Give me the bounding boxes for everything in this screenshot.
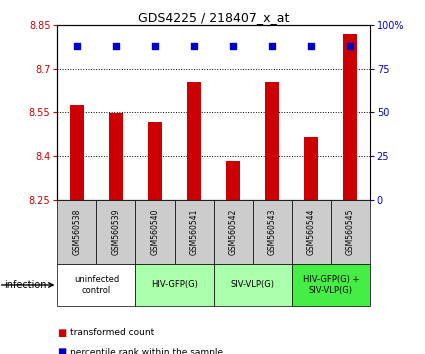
- Bar: [292, 200, 331, 264]
- Text: GSM560544: GSM560544: [307, 209, 316, 255]
- Bar: [57, 264, 136, 306]
- Text: ■: ■: [57, 328, 67, 338]
- Text: GSM560545: GSM560545: [346, 209, 355, 255]
- Title: GDS4225 / 218407_x_at: GDS4225 / 218407_x_at: [138, 11, 289, 24]
- Text: percentile rank within the sample: percentile rank within the sample: [70, 348, 223, 354]
- Text: GSM560539: GSM560539: [111, 209, 120, 255]
- Point: [308, 43, 314, 48]
- Point: [152, 43, 159, 48]
- Bar: [175, 200, 213, 264]
- Text: HIV-GFP(G): HIV-GFP(G): [151, 280, 198, 290]
- Text: GSM560543: GSM560543: [268, 209, 277, 255]
- Point: [347, 43, 354, 48]
- Bar: [136, 264, 213, 306]
- Bar: [265, 82, 279, 200]
- Text: uninfected
control: uninfected control: [74, 275, 119, 295]
- Bar: [109, 113, 123, 200]
- Bar: [304, 137, 318, 200]
- Text: transformed count: transformed count: [70, 328, 154, 337]
- Point: [269, 43, 275, 48]
- Point: [191, 43, 198, 48]
- Bar: [252, 200, 292, 264]
- Bar: [226, 161, 240, 200]
- Text: GSM560541: GSM560541: [190, 209, 198, 255]
- Bar: [187, 82, 201, 200]
- Text: HIV-GFP(G) +
SIV-VLP(G): HIV-GFP(G) + SIV-VLP(G): [303, 275, 359, 295]
- Bar: [70, 105, 84, 200]
- Bar: [96, 200, 136, 264]
- Text: GSM560540: GSM560540: [150, 209, 159, 255]
- Text: SIV-VLP(G): SIV-VLP(G): [231, 280, 275, 290]
- Bar: [148, 122, 162, 200]
- Text: infection: infection: [4, 280, 47, 290]
- Text: ■: ■: [57, 347, 67, 354]
- Bar: [292, 264, 370, 306]
- Bar: [57, 200, 96, 264]
- Bar: [213, 264, 292, 306]
- Point: [74, 43, 80, 48]
- Text: GSM560538: GSM560538: [72, 209, 82, 255]
- Bar: [136, 200, 175, 264]
- Bar: [213, 200, 252, 264]
- Point: [230, 43, 236, 48]
- Text: GSM560542: GSM560542: [229, 209, 238, 255]
- Bar: [343, 34, 357, 200]
- Bar: [331, 200, 370, 264]
- Point: [113, 43, 119, 48]
